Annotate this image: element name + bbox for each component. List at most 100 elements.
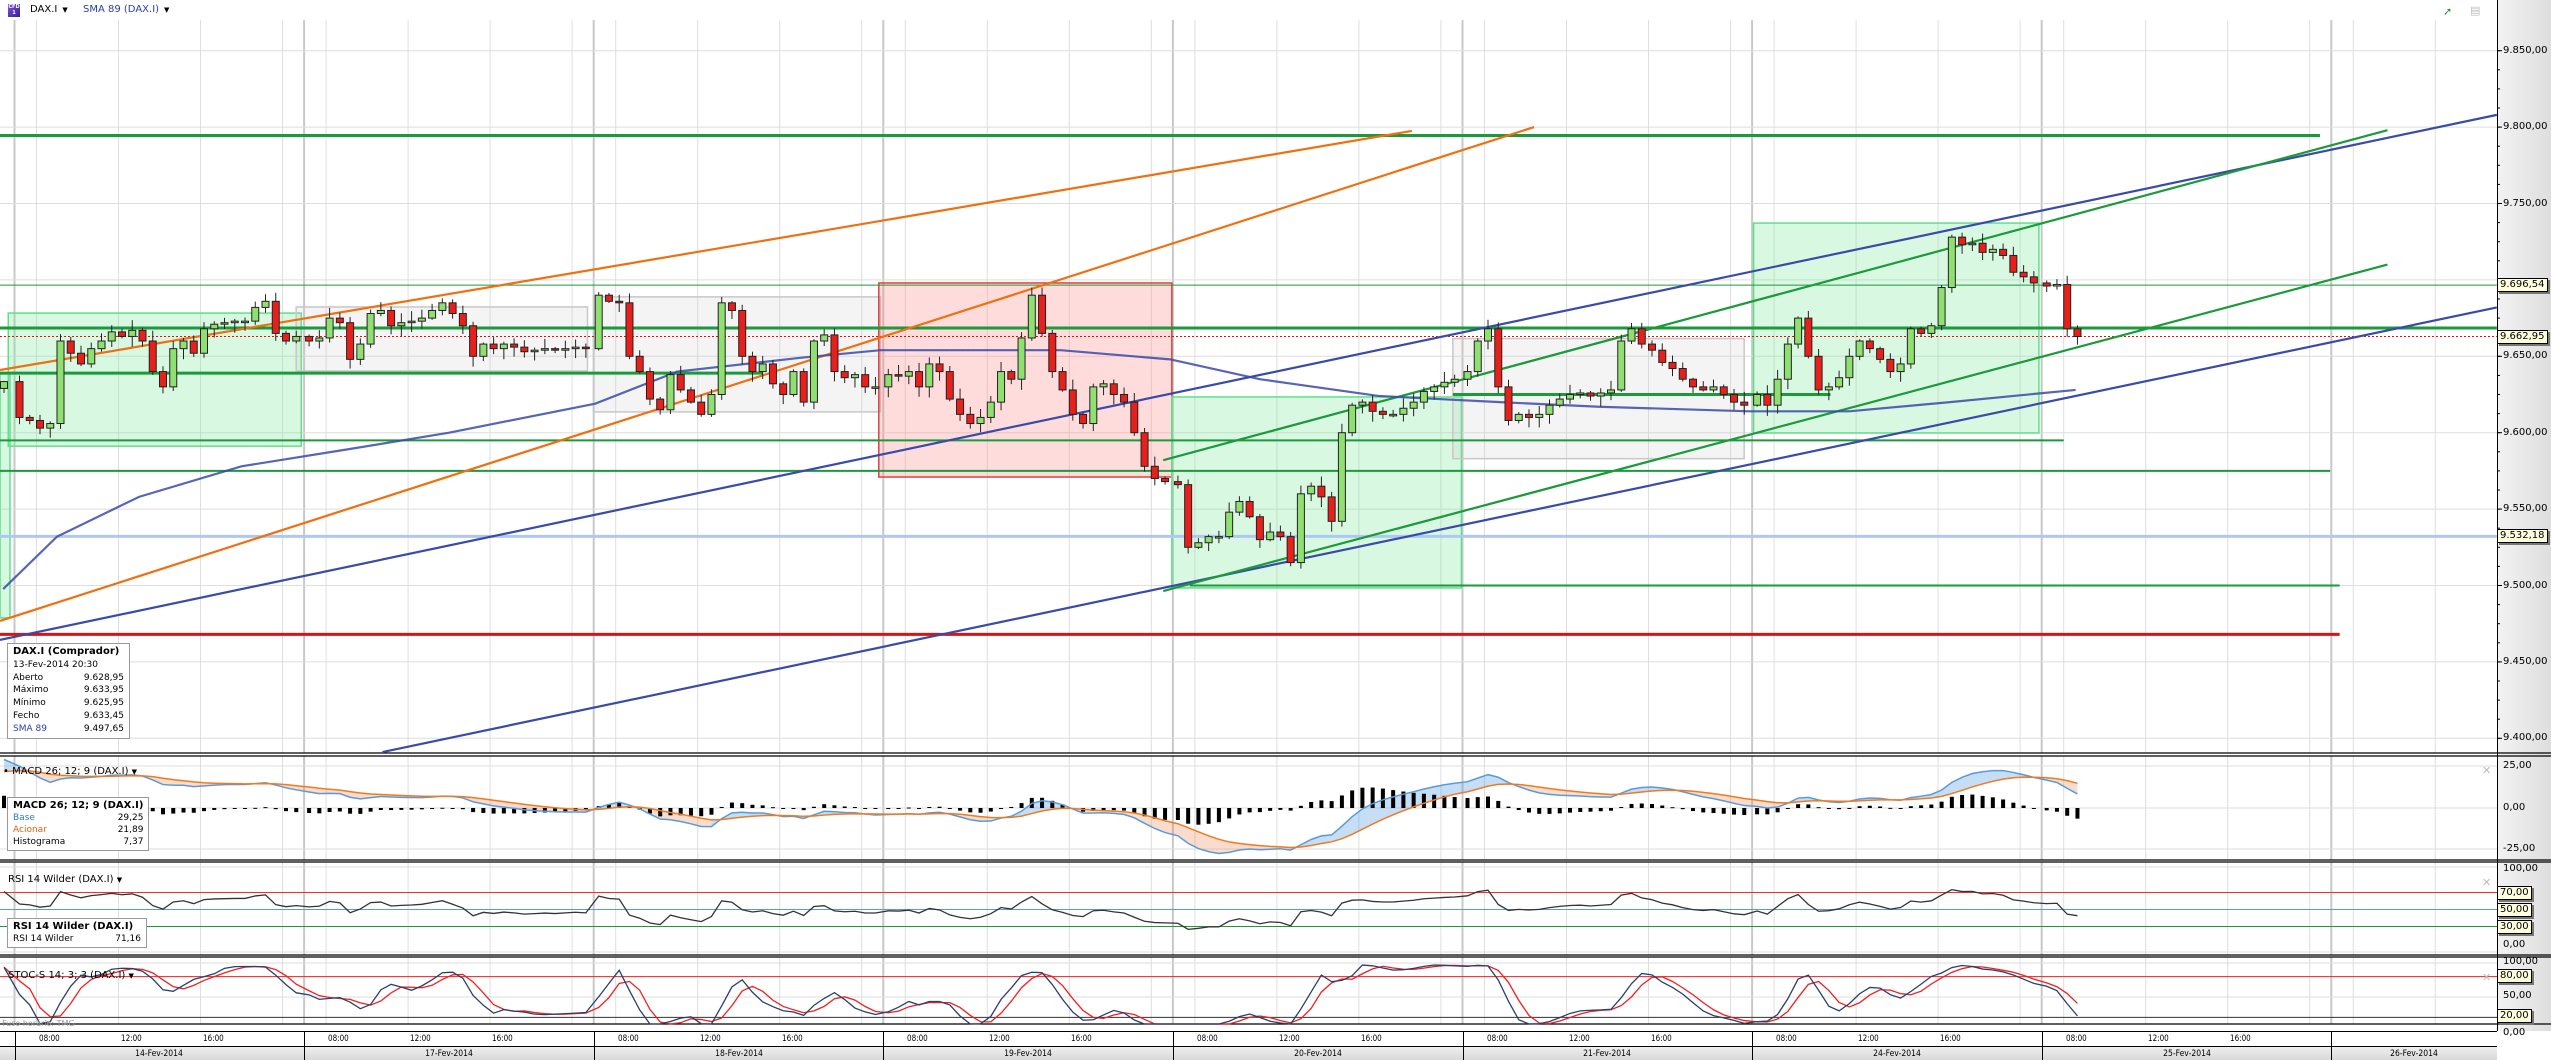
candle: [1835, 370, 1844, 390]
hour-label: 08:00: [1486, 1034, 1508, 1044]
candle-body: [97, 340, 106, 350]
candle: [1430, 384, 1439, 400]
panel-options-icon[interactable]: ▤: [2470, 4, 2481, 17]
macd-histogram-bar: [450, 808, 455, 809]
rsi-line: [3, 888, 2078, 931]
candle: [1327, 491, 1336, 532]
macd-fill: [1134, 813, 1145, 824]
chart-canvas[interactable]: [0, 0, 2551, 1031]
candle-body: [1173, 481, 1182, 486]
rsi-panel-label[interactable]: RSI 14 Wilder (DAX.I) ▼: [8, 874, 122, 885]
date-label: 18-Fev-2014: [714, 1049, 763, 1059]
candle: [966, 406, 975, 429]
macd-signal-line: [3, 769, 2078, 849]
macd-histogram-bar: [1268, 808, 1273, 811]
candle-body: [489, 343, 498, 350]
macd-fill: [1941, 782, 1952, 797]
trendline-orange: [0, 126, 1535, 622]
macd-fill: [2067, 780, 2078, 794]
stoch-panel-label[interactable]: STOC-S 14; 3; 3 (DAX.I) ▼: [8, 970, 134, 981]
zone-rectangle-green: [1171, 396, 1463, 589]
macd-histogram-bar: [801, 808, 806, 811]
macd-fill: [1331, 826, 1342, 842]
info-row: SMA 89 9.497,65: [13, 723, 124, 736]
candle: [0, 380, 8, 394]
macd-histogram-bar: [1486, 796, 1490, 808]
price-axis-label: 9.850,00: [2503, 44, 2548, 56]
candle-body: [1276, 531, 1285, 538]
sma-indicator-selector[interactable]: SMA 89 (DAX.I) ▼: [83, 4, 169, 15]
info-label: Máximo: [13, 685, 49, 696]
candle-body: [1161, 478, 1170, 483]
day-separator: [593, 1047, 595, 1060]
candle: [1276, 525, 1285, 541]
macd-histogram-bar: [1919, 805, 1924, 808]
candle: [1576, 389, 1585, 399]
macd-fill: [1454, 781, 1468, 795]
candle: [2073, 325, 2082, 345]
hour-label: 16:00: [2229, 1034, 2251, 1044]
candle: [1348, 402, 1357, 437]
candle-body: [1130, 401, 1139, 434]
close-panel-icon[interactable]: ✕: [2482, 971, 2492, 984]
price-axis[interactable]: [2497, 0, 2551, 1031]
macd-histogram-bar: [358, 808, 363, 814]
macd-panel-label[interactable]: • MACD 26; 12; 9 (DAX.I) ▼: [3, 766, 138, 777]
candle-body: [666, 374, 675, 411]
candle-body: [571, 346, 580, 350]
macd-fill: [1165, 820, 1178, 836]
candle-body: [1719, 386, 1728, 395]
macd-fill: [701, 818, 712, 827]
candle: [686, 386, 695, 404]
candle: [1627, 323, 1636, 344]
macd-histogram-bar: [1609, 808, 1613, 811]
time-axis-dates[interactable]: 14-Fev-2014 17-Fev-2014 18-Fev-2014 19-Fev-…: [0, 1046, 2497, 1060]
macd-histogram-bar: [811, 806, 816, 808]
macd-histogram-bar: [770, 807, 775, 809]
candle: [997, 361, 1006, 411]
info-value: 9.497,65: [83, 723, 124, 734]
candle: [956, 388, 965, 421]
info-value: 9.633,45: [83, 710, 124, 721]
candle: [438, 298, 447, 316]
candle-body: [118, 331, 126, 337]
candle-body: [799, 371, 808, 403]
candle: [530, 347, 539, 361]
candle-body: [820, 334, 829, 342]
close-panel-icon[interactable]: ✕: [2482, 876, 2492, 889]
macd-fill: [1382, 796, 1394, 820]
macd-histogram-bar: [202, 808, 206, 812]
candle: [1099, 380, 1108, 396]
macd-fill: [1321, 834, 1332, 844]
candle-body: [1089, 386, 1098, 425]
macd-histogram-bar: [988, 808, 993, 812]
macd-histogram-bar: [1350, 790, 1355, 808]
macd-histogram-bar: [1888, 807, 1893, 809]
close-panel-icon[interactable]: ✕: [2482, 764, 2492, 777]
candle: [189, 335, 198, 357]
candle-body: [956, 398, 965, 415]
candle-body: [1399, 407, 1408, 415]
candle-body: [1389, 413, 1398, 417]
macd-histogram-bar: [389, 808, 394, 811]
date-label: 21-Fev-2014: [1583, 1049, 1632, 1059]
trend-arrow-icon[interactable]: ➚: [2443, 5, 2453, 18]
time-axis-hours[interactable]: 08:00 12:00 16:00 08:00 12:00 16:00 08:00 12:00…: [0, 1031, 2497, 1046]
macd-histogram-bar: [658, 808, 663, 817]
candle-body: [2063, 283, 2072, 330]
candle-body: [1824, 386, 1833, 391]
macd-histogram-bar: [1132, 808, 1137, 813]
candle-body: [1504, 386, 1513, 421]
candle-body: [210, 323, 219, 330]
stoch-axis-label: 50,00: [2503, 990, 2532, 1001]
macd-histogram-bar: [1960, 794, 1965, 808]
candle-body: [315, 337, 324, 342]
macd-histogram-bar: [606, 804, 611, 808]
candle-body: [540, 348, 549, 351]
macd-fill: [1393, 794, 1404, 815]
price-axis-label: 9.400,00: [2503, 732, 2548, 744]
symbol-selector[interactable]: DAX.I ▼: [30, 4, 68, 15]
macd-histogram-bar: [491, 808, 496, 814]
macd-fill: [1372, 799, 1383, 825]
day-separator: [1462, 1032, 1464, 1046]
